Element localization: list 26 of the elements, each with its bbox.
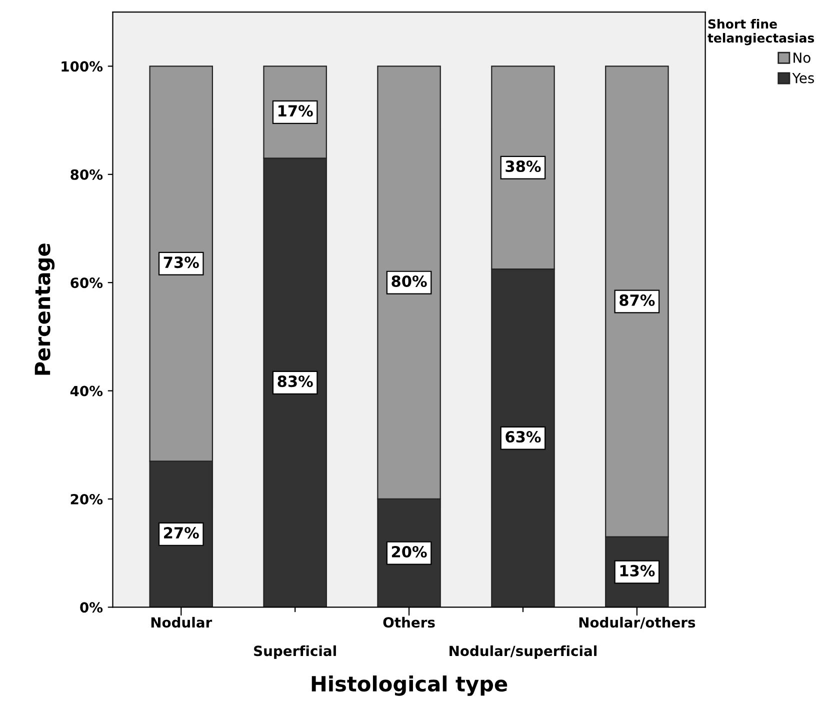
data-label: 80% [392, 275, 427, 288]
legend-label: No [794, 52, 810, 63]
x-tick-label: Superficial [254, 645, 336, 659]
data-label: 38% [506, 160, 541, 172]
y-tick-label: 40% [70, 386, 103, 396]
y-tick-label: 100% [62, 61, 103, 72]
data-label: 87% [620, 294, 655, 306]
data-label: 63% [506, 431, 541, 443]
legend-title: Short fine telangiectasias [708, 19, 814, 46]
data-label: 83% [278, 376, 313, 388]
y-axis-title: Percentage [34, 244, 55, 375]
data-label: 13% [620, 564, 655, 576]
x-tick-label: Nodular/superficial [450, 645, 596, 659]
data-label: 27% [164, 527, 199, 539]
y-tick-label: 80% [70, 169, 103, 180]
legend-label: Yes [792, 72, 814, 84]
y-tick-label: 60% [70, 278, 103, 288]
data-label: 73% [164, 256, 199, 268]
x-axis-title: Histological type [312, 675, 508, 696]
y-tick-label: 0% [80, 602, 103, 613]
x-tick-label: Others [383, 616, 435, 628]
x-tick-label: Nodular [151, 616, 212, 628]
data-label: 17% [278, 105, 313, 117]
data-label: 20% [392, 546, 427, 558]
y-tick-label: 20% [70, 494, 103, 504]
x-tick-label: Nodular/others [579, 616, 696, 629]
